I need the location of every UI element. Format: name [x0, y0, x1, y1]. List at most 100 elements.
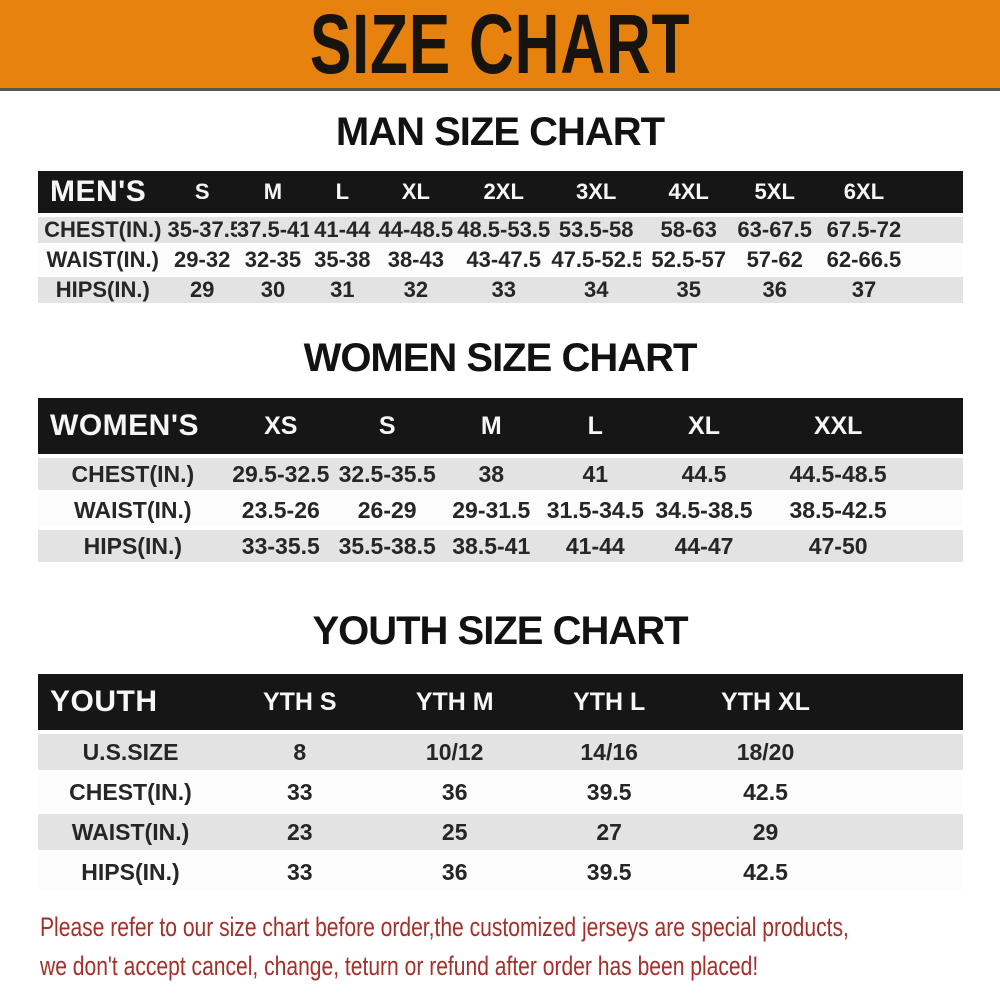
man-chart-heading: MAN SIZE CHART [335, 110, 665, 154]
size-cell: 23 [223, 814, 377, 850]
column-header: S [334, 398, 441, 454]
women-size-table: WOMEN'S XS S M L XL XXL CHEST(IN.) 29.5-32.5 32.5… [38, 394, 963, 566]
row-label: WAIST(IN.) [38, 494, 228, 526]
man-size-section: MAN SIZE CHART MEN'S S M L XL 2XL 3XL 4XL 5XL 6XL… [0, 111, 1000, 307]
size-cell: 30 [236, 277, 310, 303]
size-cell: 62-66.5 [813, 247, 915, 273]
filler-cell [845, 854, 963, 890]
row-label: CHEST(IN.) [38, 217, 168, 243]
filler-cell [914, 171, 963, 213]
row-label: HIPS(IN.) [38, 854, 223, 890]
size-cell: 38.5-42.5 [759, 494, 917, 526]
youth-size-table: YOUTH YTH S YTH M YTH L YTH XL U.S.SIZE 8 10/12… [38, 670, 963, 894]
size-cell: 23.5-26 [227, 494, 334, 526]
size-cell: 34 [551, 277, 642, 303]
size-cell: 41-44 [542, 530, 649, 562]
row-label: HIPS(IN.) [38, 530, 228, 562]
size-cell: 36 [376, 774, 533, 810]
size-cell: 33-35.5 [227, 530, 334, 562]
column-header: 4XL [641, 171, 737, 213]
size-cell: 36 [736, 277, 814, 303]
size-cell: 48.5-53.5 [456, 217, 552, 243]
size-cell: 33 [223, 774, 377, 810]
row-label: CHEST(IN.) [38, 774, 223, 810]
column-header: 6XL [813, 171, 915, 213]
size-cell: 32.5-35.5 [334, 458, 441, 490]
table-group-label: MEN'S [38, 171, 168, 213]
column-header: XXL [759, 398, 917, 454]
column-header: L [309, 171, 376, 213]
filler-cell [916, 494, 963, 526]
filler-cell [914, 247, 963, 273]
size-cell: 27 [532, 814, 686, 850]
size-cell: 57-62 [736, 247, 814, 273]
youth-chart-heading: YOUTH SIZE CHART [312, 609, 688, 653]
size-cell: 37 [813, 277, 915, 303]
women-chart-heading: WOMEN SIZE CHART [303, 336, 698, 380]
column-header: M [236, 171, 310, 213]
column-header: 2XL [456, 171, 552, 213]
row-label: U.S.SIZE [38, 734, 223, 770]
filler-cell [845, 774, 963, 810]
size-cell: 36 [376, 854, 533, 890]
man-size-table: MEN'S S M L XL 2XL 3XL 4XL 5XL 6XL CHEST(IN.) 35-37… [38, 167, 963, 307]
size-cell: 39.5 [532, 854, 686, 890]
filler-cell [916, 398, 963, 454]
women-size-section: WOMEN SIZE CHART WOMEN'S XS S M L XL XXL CHEST(… [0, 337, 1000, 566]
column-header: S [167, 171, 237, 213]
column-header: XS [227, 398, 334, 454]
size-cell: 10/12 [376, 734, 533, 770]
size-cell: 35 [641, 277, 737, 303]
filler-cell [845, 674, 963, 730]
filler-cell [914, 277, 963, 303]
column-header: YTH M [376, 674, 533, 730]
size-cell: 67.5-72 [813, 217, 915, 243]
size-cell: 52.5-57 [641, 247, 737, 273]
row-label: HIPS(IN.) [38, 277, 168, 303]
size-cell: 31 [309, 277, 376, 303]
disclaimer-line-2: we don't accept cancel, change, teturn o… [40, 951, 759, 981]
table-group-label: WOMEN'S [38, 398, 228, 454]
size-cell: 32-35 [236, 247, 310, 273]
column-header: M [440, 398, 543, 454]
size-cell: 44.5-48.5 [759, 458, 917, 490]
size-cell: 18/20 [685, 734, 846, 770]
column-header: XL [375, 171, 457, 213]
size-cell: 39.5 [532, 774, 686, 810]
size-cell: 43-47.5 [456, 247, 552, 273]
filler-cell [845, 734, 963, 770]
size-cell: 29-31.5 [440, 494, 543, 526]
column-header: 3XL [551, 171, 642, 213]
row-label: WAIST(IN.) [38, 247, 168, 273]
size-cell: 37.5-41 [236, 217, 310, 243]
row-label: CHEST(IN.) [38, 458, 228, 490]
size-cell: 42.5 [685, 854, 846, 890]
size-cell: 44-47 [648, 530, 760, 562]
youth-size-section: YOUTH SIZE CHART YOUTH YTH S YTH M YTH L YTH… [0, 610, 1000, 894]
size-cell: 25 [376, 814, 533, 850]
banner-title: SIZE CHART [309, 0, 691, 91]
column-header: 5XL [736, 171, 814, 213]
size-cell: 26-29 [334, 494, 441, 526]
size-cell: 35.5-38.5 [334, 530, 441, 562]
size-cell: 29-32 [167, 247, 237, 273]
size-cell: 41 [542, 458, 649, 490]
column-header: L [542, 398, 649, 454]
size-cell: 47-50 [759, 530, 917, 562]
table-group-label: YOUTH [38, 674, 223, 730]
size-cell: 29 [685, 814, 846, 850]
size-cell: 44.5 [648, 458, 760, 490]
size-cell: 63-67.5 [736, 217, 814, 243]
disclaimer: Please refer to our size chart before or… [40, 908, 1000, 986]
column-header: YTH XL [685, 674, 846, 730]
size-cell: 53.5-58 [551, 217, 642, 243]
size-cell: 38 [440, 458, 543, 490]
size-cell: 33 [223, 854, 377, 890]
banner: SIZE CHART [0, 0, 1000, 91]
size-cell: 8 [223, 734, 377, 770]
size-cell: 33 [456, 277, 552, 303]
size-cell: 38-43 [375, 247, 457, 273]
column-header: YTH L [532, 674, 686, 730]
column-header: XL [648, 398, 760, 454]
